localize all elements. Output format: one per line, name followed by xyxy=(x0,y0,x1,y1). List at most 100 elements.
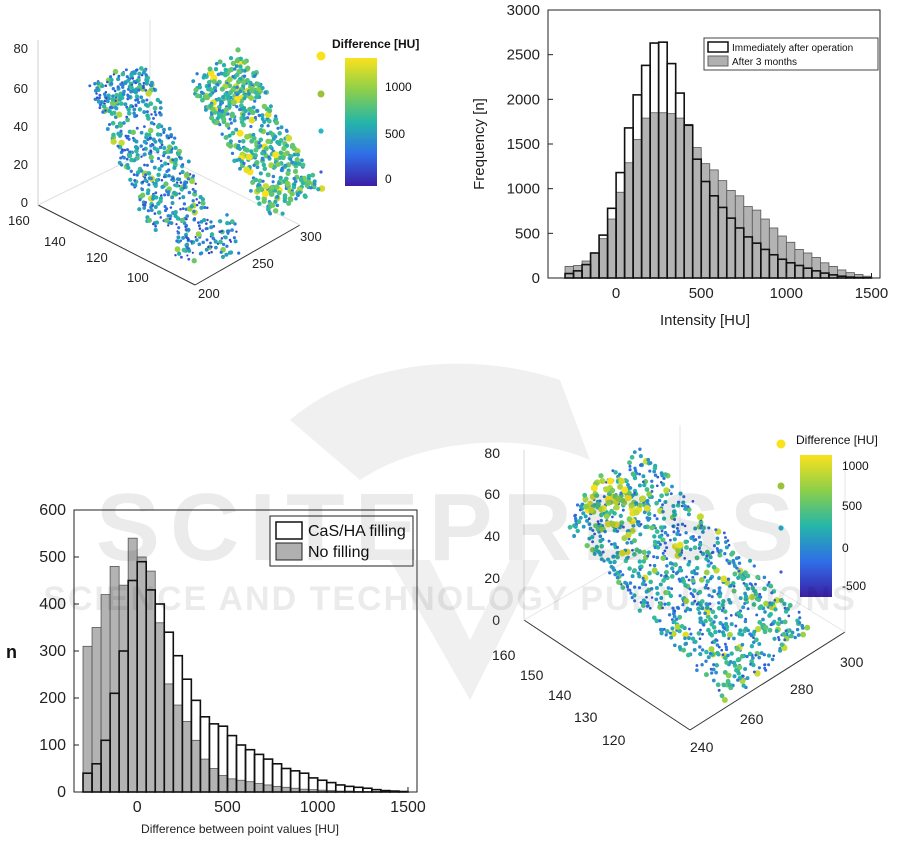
scatter-point xyxy=(269,192,274,197)
scatter-point xyxy=(248,95,254,101)
scatter-point xyxy=(263,183,269,189)
scatter-point xyxy=(678,568,682,572)
scatter-point xyxy=(262,163,266,167)
scatter-point xyxy=(697,631,702,636)
scatter-point xyxy=(261,157,265,161)
scatter-point xyxy=(169,150,173,154)
scatter-point xyxy=(727,637,730,640)
scatter-point xyxy=(156,125,161,130)
scatter-point xyxy=(574,517,577,520)
scatter-point xyxy=(143,140,147,144)
scatter-point xyxy=(206,206,209,209)
scatter-point xyxy=(274,120,279,125)
scatter-point xyxy=(683,583,687,587)
scatter-point xyxy=(693,545,698,550)
scatter-point xyxy=(184,225,187,228)
scatter-point xyxy=(643,525,647,529)
scatter-point xyxy=(712,589,716,593)
scatter-point xyxy=(137,101,140,104)
scatter-point xyxy=(159,113,163,117)
scatter-point xyxy=(598,473,603,478)
scatter-point xyxy=(801,626,805,630)
scatter-point xyxy=(176,152,181,157)
size-legend-marker xyxy=(318,128,323,133)
scatter-point xyxy=(106,99,110,103)
scatter-point xyxy=(128,95,131,98)
scatter-point xyxy=(165,207,168,210)
z-tick-label: 0 xyxy=(492,612,500,628)
colorbar-tick: 1000 xyxy=(385,80,412,94)
scatter-point xyxy=(660,481,663,484)
scatter-point xyxy=(173,136,176,139)
scatter-point xyxy=(591,485,598,492)
scatter-point xyxy=(263,167,268,172)
scatter-point xyxy=(147,133,152,138)
scatter-point xyxy=(598,506,604,512)
scatter-point xyxy=(662,477,665,480)
histogram-bar-filled xyxy=(182,722,191,793)
scatter-point xyxy=(256,196,261,201)
scatter-point xyxy=(620,498,625,503)
scatter-point xyxy=(763,576,767,580)
scatter-point xyxy=(616,546,619,549)
scatter-point xyxy=(691,601,695,605)
scatter-point xyxy=(292,177,295,180)
scatter-point xyxy=(613,542,617,546)
scatter-point xyxy=(763,625,768,630)
scatter-point xyxy=(233,119,237,123)
scatter-point xyxy=(649,564,652,567)
scatter-point xyxy=(243,167,250,174)
scatter-point xyxy=(232,159,236,163)
scatter-point xyxy=(690,578,695,583)
scatter-point xyxy=(131,130,136,135)
y-tick-label: 100 xyxy=(39,737,66,754)
y-tick-label: 0 xyxy=(57,784,66,801)
scatter-point xyxy=(208,252,210,254)
scatter-point xyxy=(134,82,137,85)
histogram-bar-filled xyxy=(236,780,245,792)
scatter-point xyxy=(768,628,773,633)
scatter-point xyxy=(645,487,650,492)
scatter-point xyxy=(754,583,757,586)
scatter-point xyxy=(652,555,655,558)
scatter-point xyxy=(269,104,273,108)
scatter-point xyxy=(645,596,648,599)
scatter-point xyxy=(732,572,737,577)
scatter-point xyxy=(573,514,576,517)
scatter-point xyxy=(707,587,710,590)
scatter-point xyxy=(723,531,726,534)
scatter-point xyxy=(146,191,150,195)
scatter-point xyxy=(621,573,624,576)
scatter-point xyxy=(701,648,704,651)
scatter-point xyxy=(647,571,652,576)
scatter-point xyxy=(210,251,213,254)
scatter-point xyxy=(626,586,629,589)
scatter-point xyxy=(689,608,692,611)
scatter-point xyxy=(281,155,286,160)
scatter-point xyxy=(577,519,582,524)
scatter-point xyxy=(722,654,725,657)
scatter-point xyxy=(695,668,699,672)
scatter-point xyxy=(681,500,685,504)
histogram-bar-filled xyxy=(744,207,753,278)
scatter-point xyxy=(772,637,776,641)
scatter-point xyxy=(741,643,745,647)
scatter-point xyxy=(222,63,226,67)
scatter-point xyxy=(710,671,713,674)
x-tick-label: 300 xyxy=(840,654,864,670)
scatter-point xyxy=(669,539,672,542)
scatter-point xyxy=(227,229,230,232)
scatter-point xyxy=(568,525,573,530)
histogram-bar-outline xyxy=(390,791,399,792)
scatter-point xyxy=(298,190,302,194)
scatter-point xyxy=(614,504,620,510)
scatter-point xyxy=(752,630,756,634)
scatter-point xyxy=(221,255,225,259)
scatter-point xyxy=(132,112,136,116)
scatter-point xyxy=(199,195,203,199)
scatter-point xyxy=(645,590,649,594)
scatter-point xyxy=(736,611,741,616)
scatter-point xyxy=(253,74,256,77)
scatter-point xyxy=(707,655,711,659)
